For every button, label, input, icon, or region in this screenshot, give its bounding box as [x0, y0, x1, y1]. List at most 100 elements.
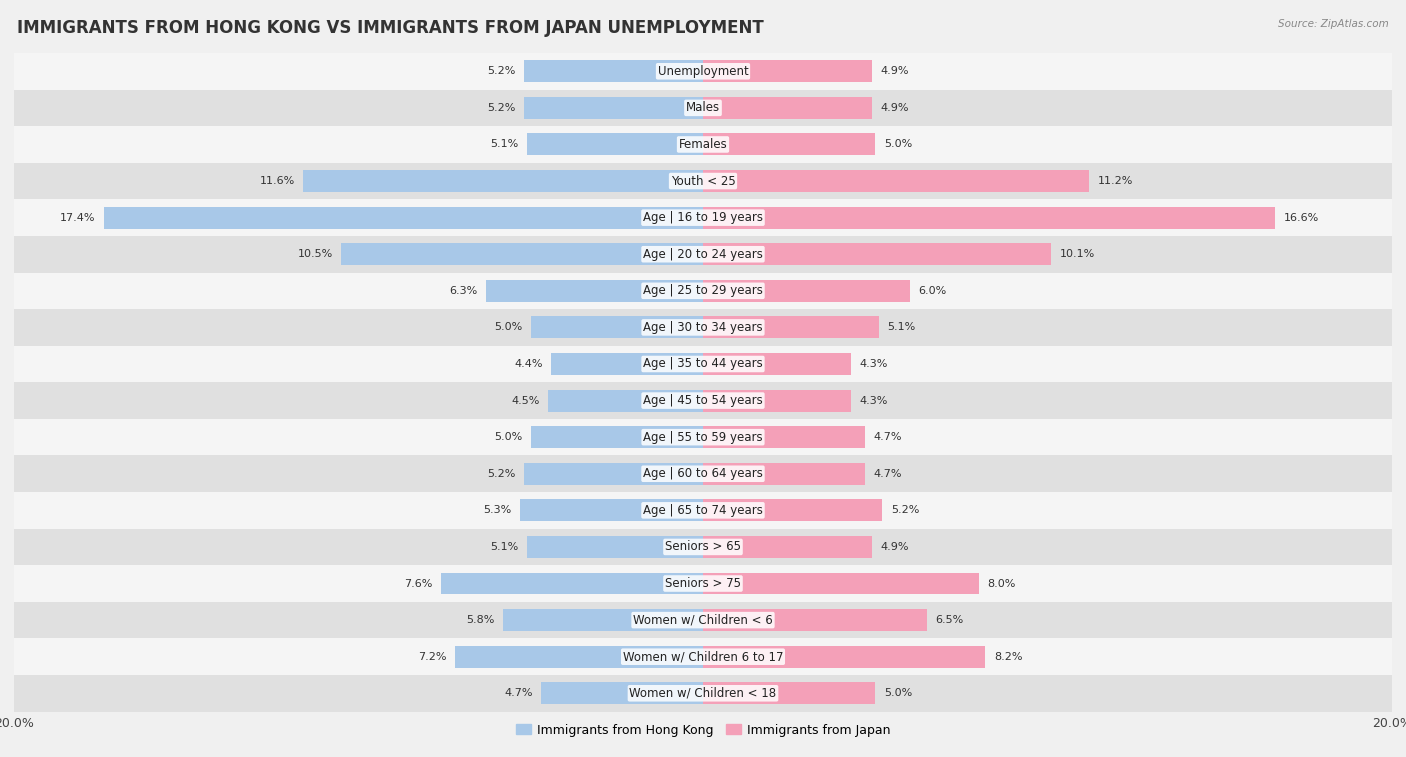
Text: 11.2%: 11.2% [1098, 176, 1133, 186]
Text: 4.9%: 4.9% [880, 67, 908, 76]
Bar [14, 126, 1392, 163]
Text: Age | 20 to 24 years: Age | 20 to 24 years [643, 248, 763, 260]
Bar [14, 602, 1392, 638]
Text: 4.7%: 4.7% [503, 688, 533, 698]
Text: IMMIGRANTS FROM HONG KONG VS IMMIGRANTS FROM JAPAN UNEMPLOYMENT: IMMIGRANTS FROM HONG KONG VS IMMIGRANTS … [17, 19, 763, 37]
Bar [441, 572, 703, 594]
Bar [703, 390, 851, 412]
Text: Age | 45 to 54 years: Age | 45 to 54 years [643, 394, 763, 407]
Text: 6.3%: 6.3% [449, 286, 478, 296]
Bar [527, 536, 703, 558]
Text: Women w/ Children < 6: Women w/ Children < 6 [633, 614, 773, 627]
Bar [14, 638, 1392, 675]
Bar [548, 390, 703, 412]
Text: 4.9%: 4.9% [880, 103, 908, 113]
Text: 10.1%: 10.1% [1060, 249, 1095, 259]
Bar [14, 273, 1392, 309]
Bar [14, 199, 1392, 236]
Bar [14, 89, 1392, 126]
Bar [342, 243, 703, 265]
Text: Seniors > 75: Seniors > 75 [665, 577, 741, 590]
Bar [703, 463, 865, 484]
Bar [104, 207, 703, 229]
Legend: Immigrants from Hong Kong, Immigrants from Japan: Immigrants from Hong Kong, Immigrants fr… [510, 718, 896, 742]
Bar [703, 61, 872, 83]
Text: 5.2%: 5.2% [486, 67, 515, 76]
Bar [14, 565, 1392, 602]
Bar [14, 528, 1392, 565]
Text: Unemployment: Unemployment [658, 65, 748, 78]
Bar [703, 682, 875, 704]
Bar [304, 170, 703, 192]
Bar [503, 609, 703, 631]
Bar [14, 492, 1392, 528]
Text: 5.2%: 5.2% [486, 469, 515, 478]
Text: Women w/ Children 6 to 17: Women w/ Children 6 to 17 [623, 650, 783, 663]
Text: Age | 65 to 74 years: Age | 65 to 74 years [643, 504, 763, 517]
Bar [486, 280, 703, 302]
Text: Seniors > 65: Seniors > 65 [665, 540, 741, 553]
Text: 5.0%: 5.0% [884, 139, 912, 149]
Bar [703, 353, 851, 375]
Bar [551, 353, 703, 375]
Text: 5.1%: 5.1% [491, 139, 519, 149]
Text: Age | 35 to 44 years: Age | 35 to 44 years [643, 357, 763, 370]
Text: Source: ZipAtlas.com: Source: ZipAtlas.com [1278, 19, 1389, 29]
Bar [703, 243, 1050, 265]
Text: 4.4%: 4.4% [515, 359, 543, 369]
Bar [703, 97, 872, 119]
Text: 5.0%: 5.0% [884, 688, 912, 698]
Text: 5.2%: 5.2% [486, 103, 515, 113]
Bar [520, 500, 703, 522]
Text: 8.0%: 8.0% [987, 578, 1015, 588]
Bar [703, 500, 882, 522]
Bar [703, 426, 865, 448]
Bar [703, 207, 1275, 229]
Text: Males: Males [686, 101, 720, 114]
Bar [531, 316, 703, 338]
Text: 4.7%: 4.7% [873, 432, 903, 442]
Bar [14, 382, 1392, 419]
Bar [524, 97, 703, 119]
Text: 5.3%: 5.3% [484, 506, 512, 516]
Bar [14, 675, 1392, 712]
Bar [541, 682, 703, 704]
Text: 4.9%: 4.9% [880, 542, 908, 552]
Bar [524, 463, 703, 484]
Text: 6.5%: 6.5% [935, 615, 963, 625]
Text: 5.1%: 5.1% [491, 542, 519, 552]
Bar [14, 456, 1392, 492]
Bar [14, 236, 1392, 273]
Text: Age | 25 to 29 years: Age | 25 to 29 years [643, 285, 763, 298]
Text: Age | 16 to 19 years: Age | 16 to 19 years [643, 211, 763, 224]
Text: Women w/ Children < 18: Women w/ Children < 18 [630, 687, 776, 699]
Text: Age | 60 to 64 years: Age | 60 to 64 years [643, 467, 763, 480]
Text: Youth < 25: Youth < 25 [671, 175, 735, 188]
Bar [14, 163, 1392, 199]
Bar [14, 53, 1392, 89]
Text: Age | 30 to 34 years: Age | 30 to 34 years [643, 321, 763, 334]
Text: 5.0%: 5.0% [494, 322, 522, 332]
Bar [703, 316, 879, 338]
Text: 4.3%: 4.3% [859, 396, 889, 406]
Text: 5.8%: 5.8% [467, 615, 495, 625]
Bar [14, 309, 1392, 346]
Text: 5.1%: 5.1% [887, 322, 915, 332]
Text: Age | 55 to 59 years: Age | 55 to 59 years [643, 431, 763, 444]
Bar [703, 280, 910, 302]
Bar [14, 346, 1392, 382]
Text: 4.7%: 4.7% [873, 469, 903, 478]
Text: 16.6%: 16.6% [1284, 213, 1319, 223]
Bar [456, 646, 703, 668]
Text: 7.2%: 7.2% [418, 652, 446, 662]
Text: Females: Females [679, 138, 727, 151]
Bar [531, 426, 703, 448]
Bar [703, 609, 927, 631]
Bar [14, 419, 1392, 456]
Bar [703, 133, 875, 155]
Text: 10.5%: 10.5% [298, 249, 333, 259]
Text: 11.6%: 11.6% [260, 176, 295, 186]
Bar [527, 133, 703, 155]
Text: 4.3%: 4.3% [859, 359, 889, 369]
Bar [703, 646, 986, 668]
